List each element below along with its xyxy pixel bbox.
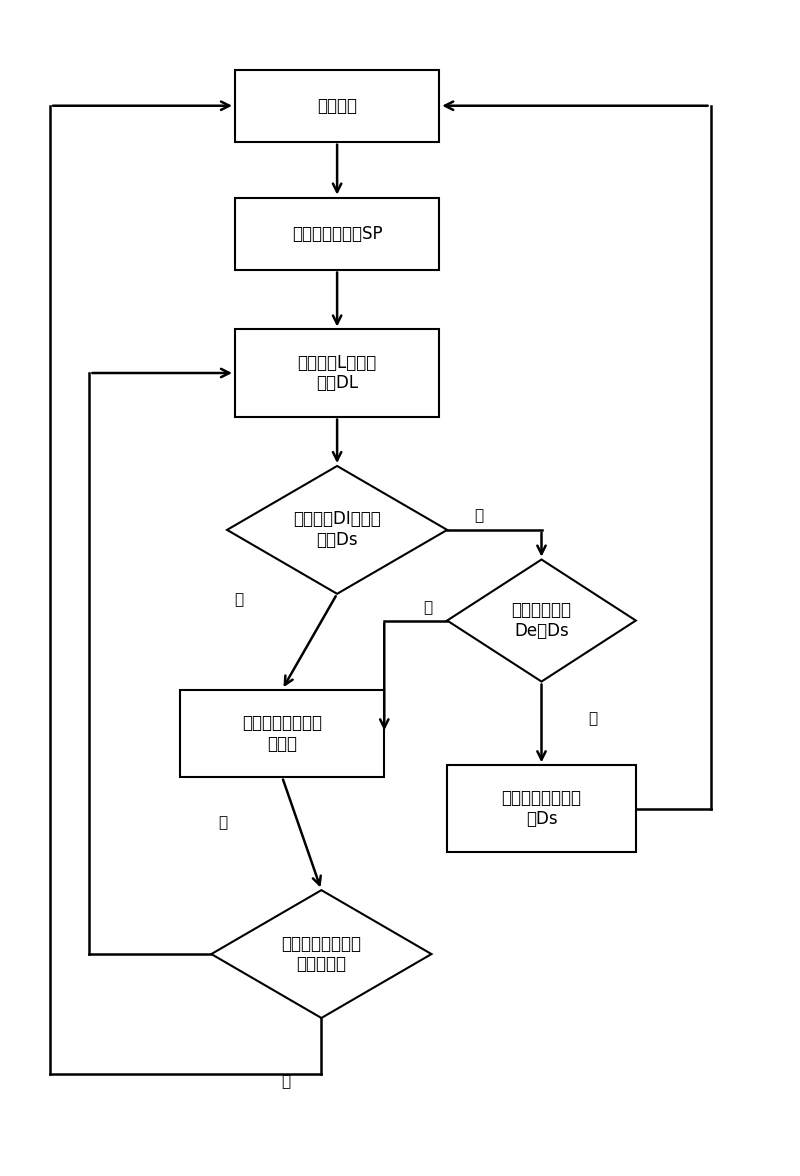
Polygon shape: [211, 890, 431, 1018]
Text: 获取拓扑: 获取拓扑: [317, 96, 357, 115]
Text: 是: 是: [588, 710, 597, 726]
Text: 更新最小跳链路SP: 更新最小跳链路SP: [292, 225, 382, 242]
Text: 剩余链路时延
De＞Ds: 剩余链路时延 De＞Ds: [511, 601, 571, 640]
Bar: [235, 69, 439, 142]
Text: 否: 否: [218, 815, 228, 830]
Text: 发送完一束，数据
发送完成否: 发送完一束，数据 发送完成否: [282, 935, 362, 974]
Text: 是: 是: [282, 1075, 290, 1089]
Text: 使用卫星链路，更
新Ds: 使用卫星链路，更 新Ds: [502, 789, 582, 828]
Text: 是: 是: [474, 508, 483, 523]
Polygon shape: [227, 466, 447, 594]
Text: 否: 否: [423, 600, 432, 615]
Text: 选取链路L，更新
时延DL: 选取链路L，更新 时延DL: [298, 354, 377, 393]
Bar: [235, 198, 439, 269]
Bar: [447, 766, 636, 853]
Text: 使用当前链路，发
送数据: 使用当前链路，发 送数据: [242, 714, 322, 753]
Bar: [235, 329, 439, 416]
Text: 否: 否: [234, 593, 243, 607]
Bar: [180, 689, 384, 777]
Text: 链路时延DI＞默认
时延Ds: 链路时延DI＞默认 时延Ds: [294, 510, 381, 549]
Polygon shape: [447, 560, 636, 682]
